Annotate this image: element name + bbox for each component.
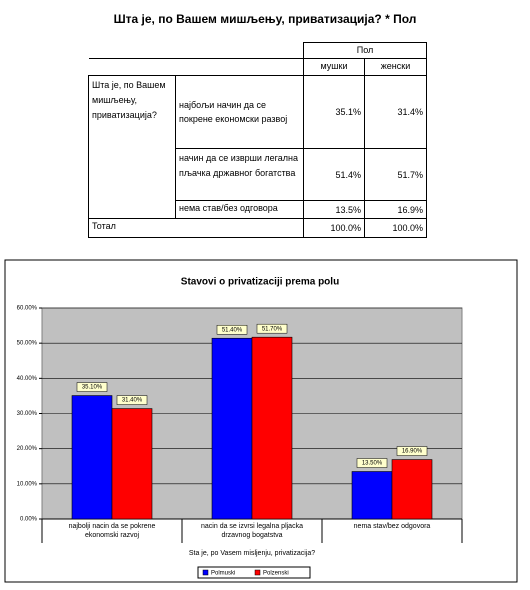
- y-tick-label: 60.00%: [17, 306, 38, 312]
- y-tick-label: 20.00%: [17, 446, 38, 452]
- crosstab: Пол мушки женски Шта је, по Вашем мишљењу…: [88, 42, 427, 238]
- y-tick-label: 0.00%: [20, 517, 38, 523]
- value-label: 16.90%: [402, 449, 423, 455]
- value-label: 51.40%: [222, 327, 243, 333]
- y-tick-label: 50.00%: [17, 341, 38, 347]
- x-tick-label-box: najbolji nacin da se pokrene ekonomski r…: [68, 523, 156, 539]
- value-label: 13.50%: [362, 461, 383, 467]
- value-label-bg: [216, 324, 248, 335]
- table-title: Шта је, по Вашем мишљењу, приватизација?…: [113, 12, 417, 26]
- value-label: 35.10%: [82, 385, 103, 391]
- x-tick-label: nacin da se izvrsi legalna pljacka drzav…: [201, 523, 303, 539]
- row-group: Шта је, по Вашем мишљењу, приватизација?: [88, 75, 176, 219]
- value-label-bg: [356, 458, 388, 468]
- bar: [251, 336, 293, 520]
- legend-label: Polmuski: [211, 571, 235, 577]
- y-tick-label: 30.00%: [17, 411, 38, 417]
- value-label-bg: [256, 323, 288, 334]
- x-tick-label-box: nacin da se izvrsi legalna pljacka drzav…: [201, 523, 303, 539]
- cell: 31.4%: [364, 75, 427, 149]
- legend-swatch: [202, 569, 209, 576]
- x-tick-label: najbolji nacin da se pokrene ekonomski r…: [68, 523, 156, 539]
- x-tick-label: nema stav/bez odgovora: [353, 523, 431, 530]
- cell: 100.0%: [364, 218, 427, 238]
- bar: [71, 395, 113, 520]
- value-label-bg: [76, 382, 108, 392]
- y-tick-label: 40.00%: [17, 376, 38, 382]
- value-label: 51.70%: [262, 326, 283, 332]
- bar: [211, 337, 253, 520]
- x-tick-label-box: nema stav/bez odgovora: [353, 523, 431, 530]
- legend-swatch: [254, 569, 261, 576]
- value-label-bg: [116, 395, 148, 405]
- y-tick-label: 10.00%: [17, 481, 38, 487]
- bar: [391, 459, 433, 520]
- cell: 16.9%: [364, 200, 427, 219]
- x-axis-label: Sta je, po Vasem misljenju, privatizacij…: [189, 550, 315, 557]
- legend: [197, 566, 311, 579]
- value-label: 31.40%: [122, 398, 143, 404]
- row-label: начин да се изврши легална пљачка државн…: [175, 148, 304, 201]
- legend-label: Polzenski: [263, 571, 289, 577]
- value-label-bg: [396, 446, 428, 456]
- cell: 51.7%: [364, 148, 427, 201]
- cell: 51.4%: [303, 148, 365, 201]
- row-label: најбољи начин да се покрене економски ра…: [175, 75, 304, 149]
- bar: [351, 471, 393, 520]
- chart-title: Stavovi o privatizaciji prema polu: [181, 277, 339, 288]
- bar: [111, 408, 153, 520]
- cell: 35.1%: [303, 75, 365, 149]
